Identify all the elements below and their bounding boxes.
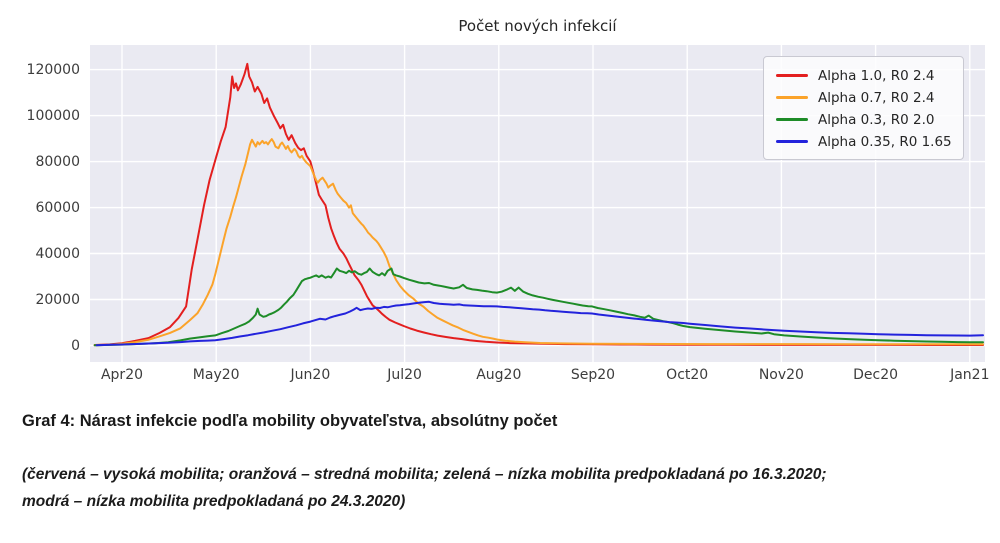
legend: Alpha 1.0, R0 2.4 Alpha 0.7, R0 2.4 Alpha … — [763, 56, 964, 160]
y-tick-label: 80000 — [35, 153, 80, 170]
legend-label: Alpha 0.7, R0 2.4 — [818, 89, 935, 106]
y-tick-label: 100000 — [26, 107, 80, 124]
x-tick-label: Jan21 — [950, 367, 990, 383]
legend-item: Alpha 0.7, R0 2.4 — [776, 87, 951, 108]
legend-line-swatch — [776, 74, 808, 77]
series-line — [93, 138, 984, 347]
legend-line-swatch — [776, 118, 808, 121]
figure-caption: Graf 4: Nárast infekcie podľa mobility o… — [22, 412, 558, 430]
x-tick-label: Jul20 — [387, 367, 422, 383]
line-chart — [90, 45, 985, 362]
figure-note: (červená – vysoká mobilita; oranžová – s… — [22, 466, 827, 510]
legend-item: Alpha 0.35, R0 1.65 — [776, 131, 952, 152]
x-tick-label: Apr20 — [100, 367, 144, 383]
legend-item: Alpha 0.3, R0 2.0 — [776, 109, 951, 130]
x-tick-label: Oct20 — [666, 367, 709, 383]
x-tick-label: Jun20 — [290, 367, 331, 383]
x-tick-label: Dec20 — [853, 367, 899, 383]
x-tick-label: Nov20 — [758, 367, 804, 383]
y-tick-label: 40000 — [35, 245, 80, 262]
y-tick-label: 60000 — [35, 199, 80, 216]
x-tick-label: May20 — [192, 367, 240, 383]
legend-label: Alpha 1.0, R0 2.4 — [818, 67, 935, 84]
series-line — [93, 62, 984, 346]
legend-label: Alpha 0.3, R0 2.0 — [818, 111, 935, 128]
legend-label: Alpha 0.35, R0 1.65 — [818, 133, 952, 150]
legend-line-swatch — [776, 140, 808, 143]
y-tick-label: 0 — [71, 337, 80, 354]
chart-title: Počet nových infekcií — [458, 17, 617, 35]
y-tick-label: 20000 — [35, 291, 80, 308]
y-tick-label: 120000 — [26, 61, 80, 78]
legend-item: Alpha 1.0, R0 2.4 — [776, 65, 951, 86]
series-line — [95, 300, 984, 347]
legend-line-swatch — [776, 96, 808, 99]
x-tick-label: Sep20 — [570, 367, 616, 383]
x-tick-label: Aug20 — [476, 367, 522, 383]
